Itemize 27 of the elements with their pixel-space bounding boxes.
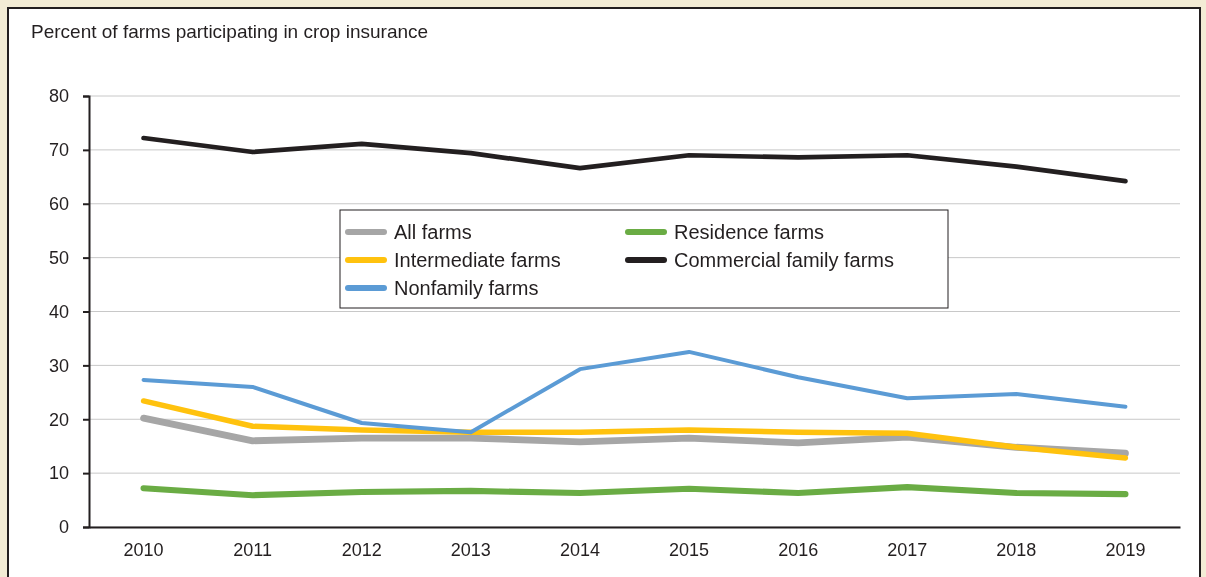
x-tick-label: 2012 xyxy=(341,539,382,560)
x-tick-label: 2017 xyxy=(887,539,928,560)
y-tick-label: 50 xyxy=(48,247,69,268)
x-tick-label: 2011 xyxy=(233,539,273,560)
legend-label: All farms xyxy=(394,221,472,243)
x-tick-label: 2016 xyxy=(778,539,819,560)
legend-label: Commercial family farms xyxy=(674,249,895,271)
y-tick-label: 10 xyxy=(48,463,69,484)
line-series xyxy=(141,135,1128,184)
y-tick-label: 40 xyxy=(48,301,69,322)
x-tick-label: 2015 xyxy=(669,539,710,560)
legend-label: Intermediate farms xyxy=(394,249,561,271)
y-tick-label: 0 xyxy=(58,517,69,538)
y-tick-label: 60 xyxy=(48,194,69,215)
y-tick-label: 80 xyxy=(48,86,69,107)
legend-label: Residence farms xyxy=(674,221,825,243)
x-tick-label: 2010 xyxy=(123,539,164,560)
legend-label: Nonfamily farms xyxy=(394,277,539,299)
line-series xyxy=(141,349,1128,435)
x-tick-label: 2014 xyxy=(559,539,600,560)
y-tick-label: 20 xyxy=(48,409,69,430)
y-tick-label: 30 xyxy=(48,355,69,376)
y-axis-title: Percent of farms participating in crop insurance xyxy=(31,21,429,42)
y-tick-label: 70 xyxy=(48,140,69,161)
x-tick-label: 2018 xyxy=(996,539,1037,560)
x-tick-label: 2019 xyxy=(1105,539,1146,560)
x-tick-label: 2013 xyxy=(450,539,491,560)
